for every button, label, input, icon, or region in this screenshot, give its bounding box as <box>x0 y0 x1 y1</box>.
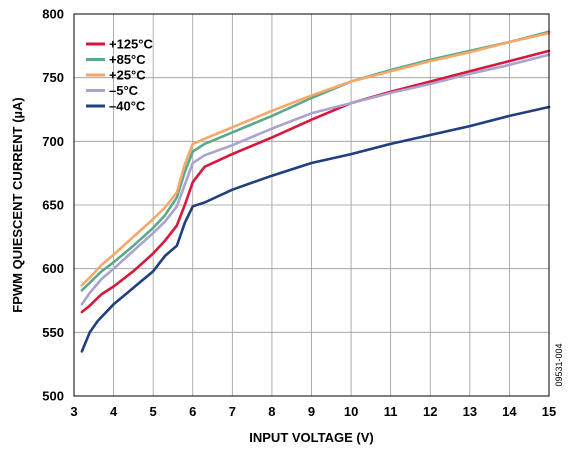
x-tick-label: 5 <box>150 404 157 419</box>
x-tick-label: 12 <box>423 404 437 419</box>
x-tick-label: 10 <box>344 404 358 419</box>
x-tick-label: 13 <box>463 404 477 419</box>
series-line <box>80 53 551 306</box>
tick-labels: 3 4 5 6 7 8 9 10 11 12 13 14 15 500 550 600 650 700 750 800 <box>42 7 556 420</box>
y-tick-label: 500 <box>42 389 64 404</box>
legend: +125°C+85°C+25°C–5°C–40°C <box>86 37 153 114</box>
legend-label: +25°C <box>109 68 146 83</box>
x-axis-title: INPUT VOLTAGE (V) <box>249 430 373 445</box>
figure-id-label: 09531-004 <box>554 343 564 386</box>
legend-label: –5°C <box>109 83 139 98</box>
x-tick-label: 15 <box>542 404 556 419</box>
y-tick-label: 650 <box>42 198 64 213</box>
x-tick-label: 11 <box>384 404 398 419</box>
x-tick-label: 9 <box>308 404 315 419</box>
y-tick-label: 550 <box>42 325 64 340</box>
x-tick-label: 6 <box>189 404 196 419</box>
legend-label: –40°C <box>109 99 146 114</box>
series-line <box>80 31 551 287</box>
legend-label: +85°C <box>109 52 146 67</box>
x-tick-label: 3 <box>70 404 77 419</box>
y-tick-label: 700 <box>42 134 64 149</box>
y-tick-label: 600 <box>42 261 64 276</box>
series-line <box>80 105 551 353</box>
y-tick-label: 800 <box>42 7 64 22</box>
plot-frame <box>73 13 550 397</box>
y-axis-title: FPWM QUIESCENT CURRENT (µA) <box>10 97 25 312</box>
series-line <box>80 49 551 314</box>
y-tick-label: 750 <box>42 70 64 85</box>
x-tick-label: 8 <box>268 404 275 419</box>
x-tick-label: 14 <box>502 404 517 419</box>
x-tick-label: 4 <box>110 404 118 419</box>
x-tick-label: 7 <box>229 404 236 419</box>
series-lines <box>80 30 551 353</box>
legend-label: +125°C <box>109 37 153 52</box>
